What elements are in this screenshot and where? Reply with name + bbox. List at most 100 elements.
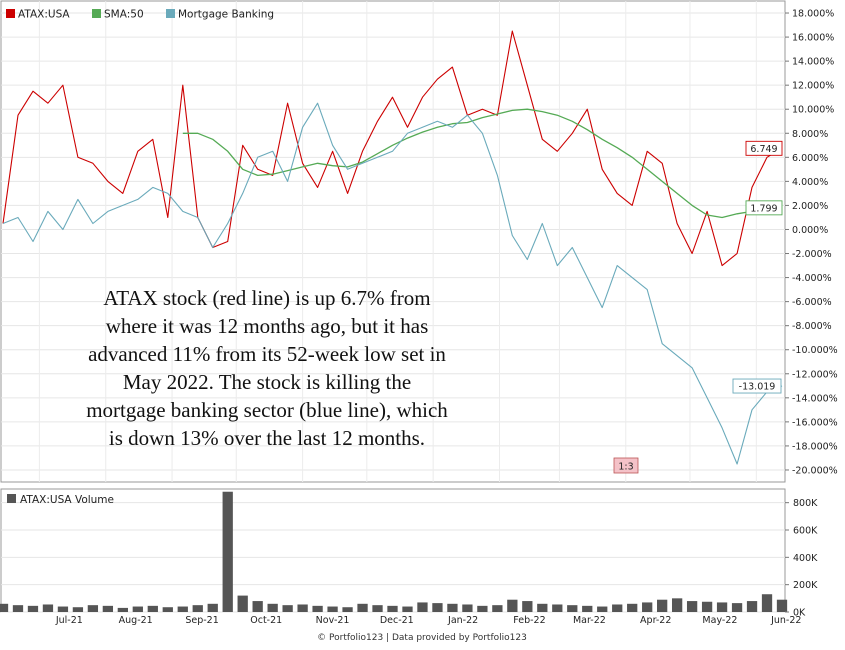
y-tick-label: -4.000% <box>792 273 832 284</box>
x-tick-label: Jul-21 <box>55 615 83 626</box>
volume-bar <box>716 602 728 612</box>
volume-bar <box>612 604 623 612</box>
volume-bar <box>357 603 368 612</box>
volume-bar <box>87 605 99 612</box>
x-tick-label: Jun-22 <box>770 615 801 626</box>
y-tick-label: 16.000% <box>792 33 834 44</box>
volume-bar <box>57 606 69 612</box>
volume-bar <box>537 603 548 612</box>
y-tick-label: -20.000% <box>792 465 838 476</box>
volume-bar <box>447 603 458 612</box>
x-axis: Jul-21 Aug-21 Sep-21 Oct-21 Nov-21 Dec-21 Jan-… <box>55 615 802 626</box>
y-tick-label: -16.000% <box>792 417 838 428</box>
volume-bar <box>582 605 593 612</box>
legend-swatch-atax <box>6 9 15 18</box>
volume-bar <box>312 605 323 612</box>
volume-bar <box>117 607 128 612</box>
volume-tick-label: 0K <box>793 608 806 619</box>
x-tick-label: Nov-21 <box>316 615 350 626</box>
volume-bar <box>147 605 158 612</box>
x-tick-label: Jan-22 <box>447 615 478 626</box>
y-tick-label: 2.000% <box>792 201 828 212</box>
volume-tick-label: 800K <box>793 498 818 509</box>
volume-bar <box>507 599 518 612</box>
y-tick-label: -12.000% <box>792 369 838 380</box>
volume-bar <box>597 606 608 612</box>
volume-tick-label: 600K <box>793 526 818 537</box>
split-marker-label: 1:3 <box>618 462 633 473</box>
annotation-line-2: where it was 12 months ago, but it has <box>106 314 429 338</box>
volume-tick-label: 400K <box>793 553 818 564</box>
volume-bars <box>0 491 788 612</box>
annotation-line-4: May 2022. The stock is killing the <box>123 370 411 394</box>
x-tick-label: May-22 <box>702 615 737 626</box>
atax-line-end-label: 6.749 <box>750 144 777 155</box>
volume-title: ATAX:USA Volume <box>20 494 114 506</box>
volume-grid <box>1 502 785 613</box>
annotation-text: ATAX stock (red line) is up 6.7% from wh… <box>86 286 448 450</box>
volume-bar <box>567 605 578 612</box>
volume-bar <box>132 606 143 612</box>
x-tick-label: Oct-21 <box>250 615 282 626</box>
y-tick-label: -18.000% <box>792 441 838 452</box>
legend-swatch-sma <box>92 9 101 18</box>
end-labels: 6.749 1.799 -13.019 <box>732 140 783 394</box>
x-tick-label: Mar-22 <box>573 615 606 626</box>
volume-bar <box>657 599 668 612</box>
y-tick-label: 0.000% <box>792 225 828 236</box>
y-tick-label: 4.000% <box>792 177 828 188</box>
mortgage-banking-line <box>2 102 783 465</box>
volume-bar <box>731 603 743 612</box>
y-tick-label: -8.000% <box>792 321 832 332</box>
legend-label-sma: SMA:50 <box>104 9 144 21</box>
volume-bar <box>327 606 338 612</box>
volume-bar <box>642 602 653 612</box>
volume-bar <box>492 605 503 612</box>
main-plot-frame <box>0 0 786 483</box>
volume-bar <box>27 605 39 612</box>
y-tick-label: 10.000% <box>792 105 834 116</box>
volume-bar <box>177 606 188 612</box>
footer-credit: © Portfolio123 | Data provided by Portfo… <box>317 633 527 643</box>
mortgage-banking-line-end-label: -13.019 <box>739 382 776 393</box>
volume-bar <box>102 605 114 612</box>
x-tick-label: Aug-21 <box>119 615 153 626</box>
volume-plot-frame <box>0 488 786 613</box>
volume-bar <box>686 601 698 612</box>
volume-bar <box>761 594 773 612</box>
volume-bar <box>342 607 353 612</box>
legend: ATAX:USA SMA:50 Mortgage Banking <box>6 9 274 21</box>
annotation-line-1: ATAX stock (red line) is up 6.7% from <box>103 286 430 310</box>
split-marker: 1:3 <box>613 457 639 474</box>
y-tick-label: 8.000% <box>792 129 828 140</box>
legend-label-atax: ATAX:USA <box>18 9 70 21</box>
annotation-line-5: mortgage banking sector (blue line), whi… <box>86 398 448 422</box>
volume-bar <box>252 601 263 612</box>
y-axis-volume: 800K 600K 400K 200K 0K <box>785 498 818 619</box>
x-tick-label: Feb-22 <box>513 615 545 626</box>
volume-bar <box>237 595 248 612</box>
series-layer <box>2 30 783 465</box>
volume-legend-swatch <box>7 494 16 503</box>
legend-swatch-mortgage <box>166 9 175 18</box>
legend-label-mortgage: Mortgage Banking <box>178 9 274 21</box>
volume-bar <box>372 605 383 612</box>
volume-bar <box>746 601 758 612</box>
y-axis-main: 18.000% 16.000% 14.000% 12.000% 10.000% 8.000… <box>785 9 838 476</box>
y-tick-label: -2.000% <box>792 249 832 260</box>
volume-bar <box>552 604 563 612</box>
volume-bar <box>417 602 428 612</box>
volume-bar <box>462 604 473 612</box>
y-tick-label: -6.000% <box>792 297 832 308</box>
sma-line-end-label: 1.799 <box>750 203 777 214</box>
atax-line-end-box <box>745 140 783 156</box>
volume-bar <box>0 603 9 612</box>
volume-bar <box>162 607 173 612</box>
annotation-line-3: advanced 11% from its 52-week low set in <box>88 342 446 366</box>
volume-bar <box>477 605 488 612</box>
y-tick-label: 14.000% <box>792 57 834 68</box>
volume-bar <box>522 601 533 612</box>
volume-bar <box>42 604 54 612</box>
volume-bar <box>72 607 84 612</box>
